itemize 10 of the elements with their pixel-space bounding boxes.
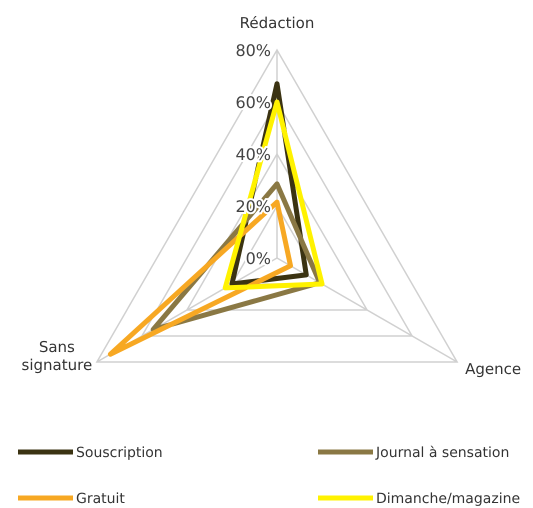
legend-label: Journal à sensation xyxy=(375,445,510,461)
y-tick-label: 60% xyxy=(235,93,271,112)
y-tick-label: 0% xyxy=(246,249,271,268)
legend-label: Souscription xyxy=(76,445,163,461)
spoke-label: Agence xyxy=(465,360,522,378)
legend-label: Dimanche/magazine xyxy=(376,491,520,507)
spoke-label: Sans signature xyxy=(22,338,92,374)
spoke-label: Rédaction xyxy=(240,14,314,32)
legend-label: Gratuit xyxy=(76,491,126,507)
y-tick-label: 80% xyxy=(235,41,271,60)
